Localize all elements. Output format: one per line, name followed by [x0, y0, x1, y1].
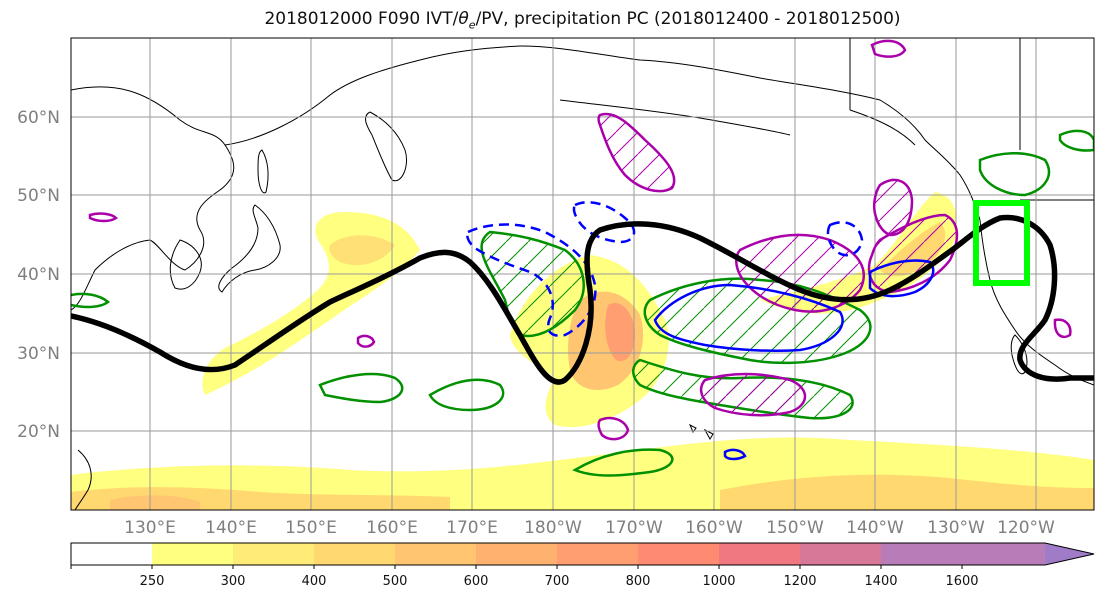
- sakhalin: [257, 149, 269, 194]
- figure-title: 2018012000 F090 IVT/θe/PV, precipitation…: [0, 9, 1105, 31]
- colorbar-segment: [152, 543, 233, 565]
- map-frame: [70, 37, 1095, 511]
- lon-label-150w: 150°W: [766, 518, 824, 538]
- ivt-plume-west-2: [329, 235, 395, 266]
- magenta-contour-4: [356, 334, 376, 348]
- latitude-labels: 60°N 50°N 40°N 30°N 20°N: [17, 108, 60, 442]
- colorbar-label-300: 300: [221, 574, 246, 589]
- colorbar-label-1400: 1400: [864, 574, 897, 589]
- hawaii: [689, 423, 714, 440]
- magenta-contour-5: [1053, 318, 1072, 339]
- map-panel: [71, 38, 1094, 510]
- philippines: [74, 449, 92, 510]
- green-contour-3: [572, 448, 674, 477]
- pv-dashed-3: [826, 221, 864, 257]
- pv-dashed-1: [466, 223, 597, 337]
- lon-label-160e: 160°E: [366, 518, 418, 538]
- lat-label-40n: 40°N: [17, 265, 60, 285]
- pc-contours: [71, 39, 1094, 477]
- title-text-main: 2018012000 F090 IVT/: [264, 9, 459, 29]
- title-subscript: e: [468, 18, 476, 32]
- lat-label-20n: 20°N: [17, 422, 60, 442]
- title-text-tail: /PV, precipitation PC (2018012400 - 2018…: [475, 9, 901, 29]
- colorbar-segment: [71, 543, 152, 565]
- pv-small-1: [723, 448, 747, 461]
- colorbar-label-250: 250: [140, 574, 165, 589]
- magenta-contour-3: [88, 212, 118, 223]
- lon-label-170w: 170°W: [605, 518, 663, 538]
- asia-coastline: [71, 86, 235, 311]
- green-contour-6: [71, 292, 110, 309]
- lon-label-160w: 160°W: [685, 518, 743, 538]
- colorbar-label-1200: 1200: [783, 574, 816, 589]
- pc-negative-coast: [867, 213, 959, 294]
- ivt-tropical-band-3: [720, 474, 1094, 510]
- green-contour-1: [318, 372, 404, 404]
- ivt-tropical-band-4: [110, 495, 200, 510]
- lon-label-140w: 140°W: [846, 518, 904, 538]
- colorbar-label-700: 700: [545, 574, 570, 589]
- lon-label-150e: 150°E: [285, 518, 337, 538]
- pc-negative-north: [597, 112, 676, 193]
- ivt-plume-central-3: [605, 302, 636, 361]
- pc-hatched-regions: [480, 112, 959, 420]
- colorbar-segment: [557, 543, 638, 565]
- colorbar-segments: [71, 543, 1045, 565]
- colorbar-tick-labels: 250 300 400 500 600 700 800 1000 1200 14…: [140, 574, 979, 589]
- colorbar-label-500: 500: [383, 574, 408, 589]
- lon-label-130e: 130°E: [124, 518, 176, 538]
- north-america-coast: [979, 219, 1094, 386]
- lon-label-170e: 170°E: [446, 518, 498, 538]
- colorbar-segment: [800, 543, 881, 565]
- pc-negative-east: [735, 233, 865, 313]
- magenta-contour-2: [870, 39, 907, 58]
- longitude-labels: 130°E 140°E 150°E 160°E 170°E 180°W 170°…: [124, 518, 1055, 538]
- colorbar-label-1000: 1000: [702, 574, 735, 589]
- pv-solid-2: [868, 259, 935, 298]
- korea: [169, 239, 202, 290]
- japan: [218, 204, 281, 293]
- pv-blue-contours: [466, 201, 935, 461]
- colorbar-label-400: 400: [302, 574, 327, 589]
- green-contour-2: [428, 378, 505, 412]
- lon-label-140e: 140°E: [205, 518, 257, 538]
- lat-label-50n: 50°N: [17, 186, 60, 206]
- colorbar: 250 300 400 500 600 700 800 1000 1200 14…: [70, 542, 1095, 589]
- colorbar-segment: [476, 543, 557, 565]
- asia-coastline-2: [224, 45, 521, 146]
- dynamic-tropopause-contour: [71, 214, 1094, 385]
- lon-label-120w: 120°W: [997, 518, 1055, 538]
- colorbar-label-1600: 1600: [945, 574, 978, 589]
- lat-label-30n: 30°N: [17, 344, 60, 364]
- colorbar-label-800: 800: [626, 574, 651, 589]
- colorbar-outline: [70, 542, 1095, 566]
- colorbar-segment: [719, 543, 800, 565]
- magenta-contour-1: [597, 416, 630, 441]
- lat-label-60n: 60°N: [17, 108, 60, 128]
- colorbar-segment: [638, 543, 719, 565]
- aleutians: [559, 99, 791, 136]
- pv-solid-1: [653, 283, 844, 352]
- target-region-box: [973, 200, 1030, 286]
- border-canada: [849, 38, 1094, 201]
- alaska: [519, 45, 981, 221]
- lon-label-180w: 180°W: [524, 518, 582, 538]
- lon-label-130w: 130°W: [927, 518, 985, 538]
- colorbar-segment: [395, 543, 476, 565]
- colorbar-segment: [881, 543, 1045, 565]
- green-contour-5: [1058, 129, 1094, 152]
- colorbar-ticks: [70, 565, 963, 569]
- colorbar-extend-arrow: [1045, 543, 1094, 565]
- title-theta: θ: [458, 9, 469, 29]
- colorbar-segment: [314, 543, 395, 565]
- colorbar-segment: [233, 543, 314, 565]
- green-contour-4: [978, 152, 1051, 197]
- colorbar-label-600: 600: [464, 574, 489, 589]
- pc-negative-south: [699, 372, 807, 417]
- pv-dashed-2: [572, 201, 636, 244]
